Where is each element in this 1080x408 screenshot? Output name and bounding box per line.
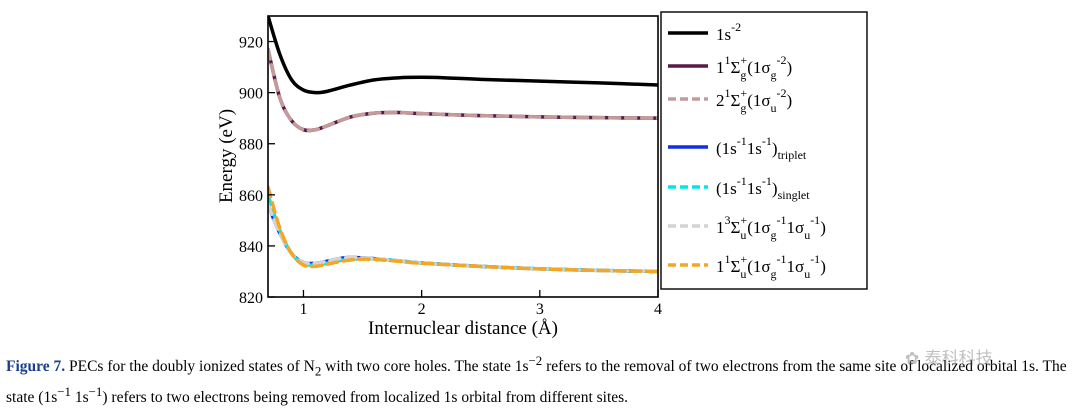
y-tick-label-860: 860 — [239, 188, 263, 205]
wechat-icon: ✿ — [905, 349, 920, 369]
series-line-4 — [268, 203, 658, 274]
y-tick-label-900: 900 — [239, 86, 263, 103]
y-tick-label-820: 820 — [239, 290, 263, 307]
x-tick-label-1: 1 — [299, 301, 307, 318]
legend-label-singlet: (1s-11s-1)singlet — [716, 174, 810, 202]
plot-frame — [267, 15, 659, 298]
legend: 1s-2 11Σg+(1σg-2) 21Σg+(1σu-2) (1s-11s-1… — [660, 11, 868, 290]
y-tick-label-880: 880 — [239, 137, 263, 154]
series-line-1 — [268, 16, 658, 95]
x-tick-label-3: 3 — [536, 301, 544, 318]
x-axis-label: Internuclear distance (Å) — [368, 318, 558, 339]
y-tick-label-840: 840 — [239, 239, 263, 256]
axis-layer: 820 840 860 880 900 920 1 2 3 4 — [239, 35, 662, 318]
series-layer — [268, 16, 658, 274]
y-axis-label: Energy (eV) — [216, 109, 237, 203]
series-line-3 — [268, 47, 658, 133]
x-tick-label-2: 2 — [418, 301, 426, 318]
watermark-logo: ✿ 泰科科技 — [905, 349, 993, 369]
figure-caption: Figure 7. PECs for the doubly ionized st… — [6, 353, 1067, 407]
legend-frame — [660, 11, 868, 290]
x-tick-label-4: 4 — [654, 301, 662, 318]
y-tick-label-920: 920 — [239, 35, 263, 52]
caption-figure-label: Figure 7. — [6, 358, 66, 376]
series-line-7 — [268, 185, 658, 274]
